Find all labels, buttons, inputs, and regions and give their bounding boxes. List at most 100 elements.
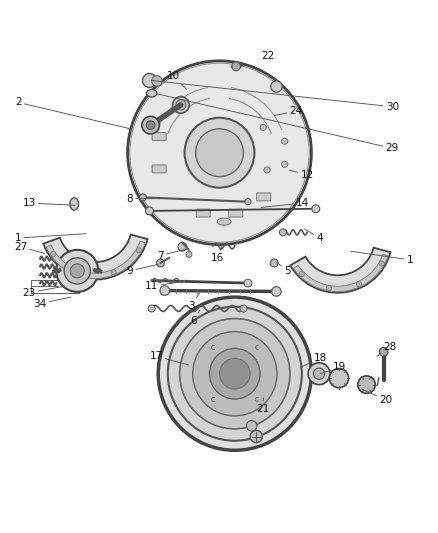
Circle shape [357,376,374,393]
Text: 1: 1 [15,233,86,243]
Circle shape [281,161,287,167]
Text: c: c [254,395,258,404]
Circle shape [50,252,56,257]
Circle shape [313,368,324,379]
Circle shape [78,271,83,276]
Text: 9: 9 [126,264,158,276]
Text: 10: 10 [166,71,186,89]
Circle shape [192,332,276,416]
Text: 16: 16 [210,247,223,263]
Circle shape [156,259,164,267]
Circle shape [177,243,186,251]
Circle shape [141,116,159,134]
Text: 6: 6 [190,310,199,326]
Ellipse shape [146,90,156,97]
Circle shape [378,261,383,266]
FancyBboxPatch shape [152,165,166,173]
Text: 22: 22 [261,51,274,61]
Polygon shape [290,248,390,293]
FancyBboxPatch shape [196,209,210,217]
Text: 28: 28 [376,343,396,356]
Text: c: c [254,343,258,352]
Text: 30: 30 [151,80,398,112]
Text: 5: 5 [276,262,290,276]
Circle shape [270,81,282,92]
Text: 4: 4 [304,229,323,243]
Circle shape [64,258,90,284]
Polygon shape [43,235,147,280]
Text: 14: 14 [261,198,308,208]
Text: 19: 19 [319,362,346,374]
Circle shape [260,124,266,131]
Text: 7: 7 [157,249,186,261]
Text: 8: 8 [126,193,160,204]
Circle shape [244,279,251,287]
Circle shape [139,194,146,201]
Text: c: c [211,395,215,404]
Circle shape [70,264,84,278]
Circle shape [281,138,287,144]
Text: 1: 1 [350,251,412,265]
Text: 24: 24 [274,106,302,116]
Text: 18: 18 [300,353,326,367]
Text: 21: 21 [256,398,269,414]
Circle shape [159,286,169,295]
Bar [31,280,79,293]
Circle shape [195,129,243,176]
Circle shape [271,287,281,296]
Circle shape [56,250,98,292]
Circle shape [184,118,254,188]
Circle shape [356,281,361,287]
FancyBboxPatch shape [256,193,270,201]
Circle shape [145,207,153,215]
Circle shape [307,363,329,385]
Circle shape [167,306,301,441]
Polygon shape [293,254,387,292]
Circle shape [172,96,189,113]
Circle shape [179,319,289,429]
FancyBboxPatch shape [228,209,242,217]
Text: 34: 34 [33,297,71,309]
Circle shape [244,199,251,205]
Text: 17: 17 [149,351,188,365]
Circle shape [263,167,269,173]
Text: 27: 27 [14,242,44,253]
Circle shape [148,305,155,312]
Circle shape [185,251,191,257]
Text: 2: 2 [15,98,130,128]
Circle shape [127,61,311,245]
Circle shape [136,248,141,253]
Circle shape [311,205,319,213]
Circle shape [246,421,256,431]
Circle shape [130,63,308,243]
Circle shape [146,121,155,130]
Circle shape [378,348,387,356]
Circle shape [176,100,186,110]
Circle shape [240,305,247,312]
Text: c: c [211,343,215,352]
Circle shape [151,76,162,86]
Circle shape [219,358,250,389]
Text: 12: 12 [289,169,313,180]
Circle shape [142,74,156,87]
Text: 3: 3 [187,293,199,311]
Circle shape [158,297,311,450]
Text: 29: 29 [155,94,398,154]
Circle shape [231,62,240,71]
Circle shape [298,271,304,277]
Circle shape [270,259,278,267]
Text: 13: 13 [22,198,75,208]
Circle shape [111,270,116,275]
Circle shape [325,286,331,291]
Circle shape [209,349,259,399]
Polygon shape [46,241,145,279]
Text: 11: 11 [145,281,182,291]
Circle shape [328,368,348,387]
Ellipse shape [217,218,230,225]
Text: 23: 23 [22,286,64,298]
Circle shape [250,430,262,442]
Circle shape [279,229,286,236]
Text: 20: 20 [361,389,392,405]
FancyBboxPatch shape [152,133,166,141]
Ellipse shape [70,198,78,210]
